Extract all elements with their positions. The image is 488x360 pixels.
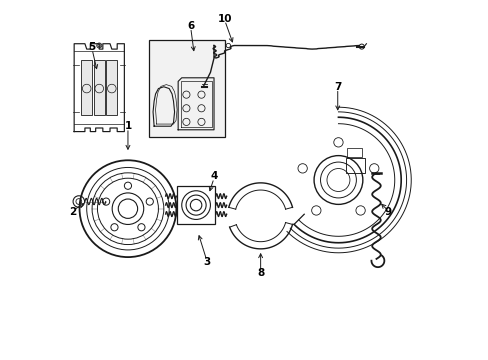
Bar	[149, 40, 224, 137]
Bar	[81, 60, 92, 116]
Text: 5: 5	[88, 42, 96, 52]
Bar	[106, 60, 117, 116]
Bar	[345, 158, 365, 173]
Text: 8: 8	[257, 268, 264, 278]
Text: 3: 3	[203, 257, 210, 267]
Bar	[177, 186, 214, 224]
Wedge shape	[265, 199, 310, 247]
Text: 7: 7	[333, 82, 341, 92]
Text: 6: 6	[187, 21, 194, 31]
Bar	[346, 148, 361, 157]
Text: 1: 1	[124, 121, 131, 131]
Text: 10: 10	[217, 14, 231, 24]
Bar	[94, 60, 104, 116]
Text: 4: 4	[210, 171, 217, 181]
Text: 2: 2	[69, 207, 77, 217]
Text: 9: 9	[384, 207, 391, 217]
